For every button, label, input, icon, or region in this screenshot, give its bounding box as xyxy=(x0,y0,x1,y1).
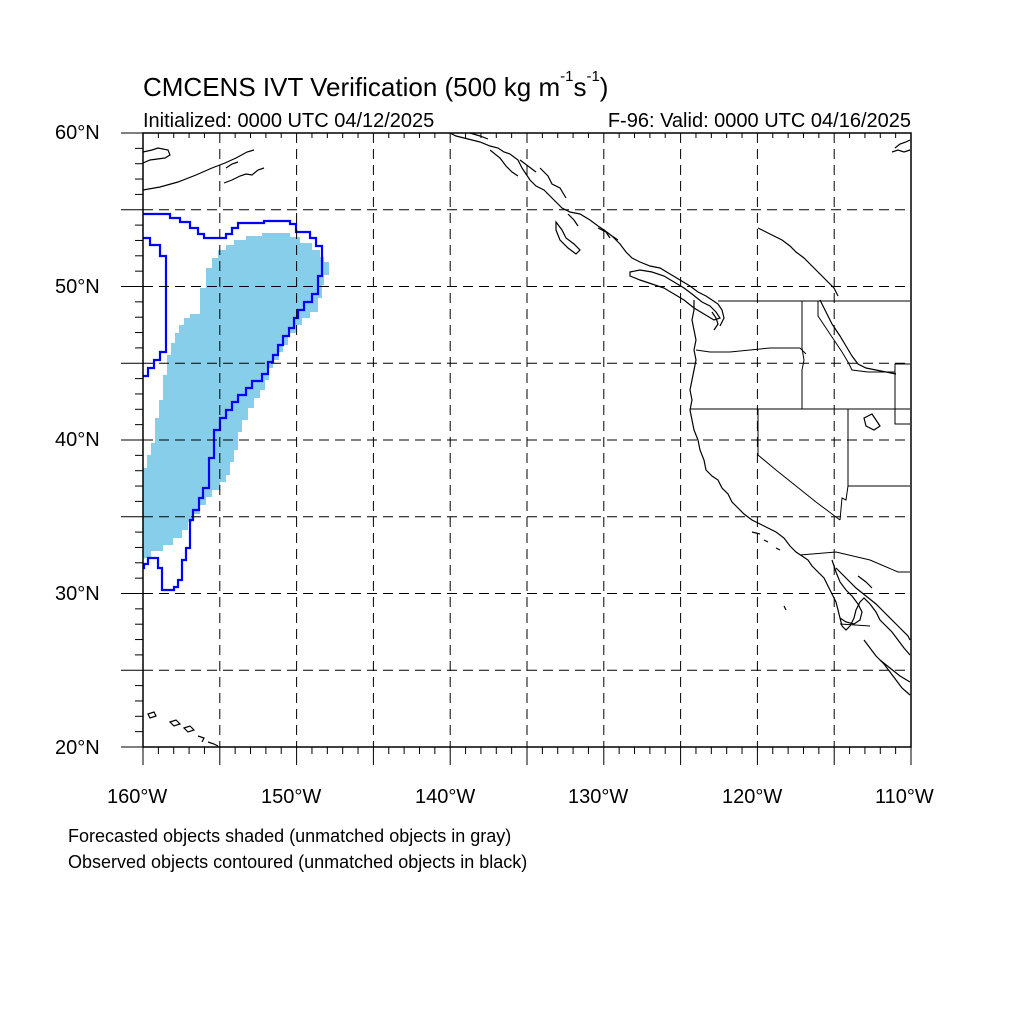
chart-title: CMCENS IVT Verification (500 kg m-1s-1) xyxy=(143,69,609,103)
title-mid: s xyxy=(573,72,587,102)
forecast-object-shading xyxy=(143,233,329,560)
lon-label-120w: 120°W xyxy=(722,786,783,808)
lon-label-130w: 130°W xyxy=(568,786,629,808)
caption-observed: Observed objects contoured (unmatched ob… xyxy=(68,852,528,872)
observed-object-contour xyxy=(142,212,324,592)
caption-forecast: Forecasted objects shaded (unmatched obj… xyxy=(68,826,512,846)
lat-label-40: 40°N xyxy=(55,429,100,451)
title-main: CMCENS IVT Verification (500 kg m xyxy=(143,72,561,102)
lat-label-50: 50°N xyxy=(55,276,100,298)
axis-ticks xyxy=(121,132,912,765)
lon-label-140w: 140°W xyxy=(415,786,476,808)
title-close: ) xyxy=(599,72,609,102)
lat-label-20: 20°N xyxy=(55,737,100,759)
lat-lon-gridlines xyxy=(143,133,911,747)
coastlines xyxy=(142,132,911,747)
lat-label-30: 30°N xyxy=(55,583,100,605)
valid-time-label: F-96: Valid: 0000 UTC 04/16/2025 xyxy=(607,110,911,132)
political-borders xyxy=(690,300,910,627)
lon-label-110w: 110°W xyxy=(875,786,934,808)
init-time-label: Initialized: 0000 UTC 04/12/2025 xyxy=(143,110,435,132)
title-exp1: -1 xyxy=(560,68,574,85)
lon-label-160w: 160°W xyxy=(107,786,168,808)
lon-label-150w: 150°W xyxy=(261,786,322,808)
title-exp2: -1 xyxy=(586,68,600,85)
lat-label-60: 60°N xyxy=(55,122,100,144)
